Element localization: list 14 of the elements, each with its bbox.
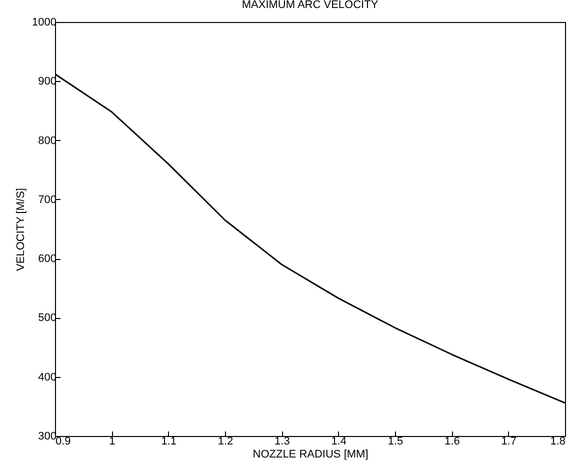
x-tick-label: 1.2 xyxy=(218,436,234,448)
x-tick-label: 1.7 xyxy=(501,436,516,448)
x-tick-label: 1.1 xyxy=(161,436,176,448)
x-tick-label: 0.9 xyxy=(56,436,71,448)
x-tick-label: 1.3 xyxy=(274,436,290,448)
y-tick-label: 1000 xyxy=(32,16,56,28)
x-tick-label: 1 xyxy=(109,436,116,448)
x-tick-label: 1.5 xyxy=(388,436,404,448)
x-tick-label: 1.4 xyxy=(331,436,346,448)
x-axis-title: NOZZLE RADIUS [MM] xyxy=(252,448,368,460)
x-tick-label: 1.8 xyxy=(550,436,566,448)
x-tick-label: 1.6 xyxy=(444,436,460,448)
chart-title: MAXIMUM ARC VELOCITY xyxy=(242,0,379,11)
y-axis-title: VELOCITY [M/S] xyxy=(15,188,28,271)
